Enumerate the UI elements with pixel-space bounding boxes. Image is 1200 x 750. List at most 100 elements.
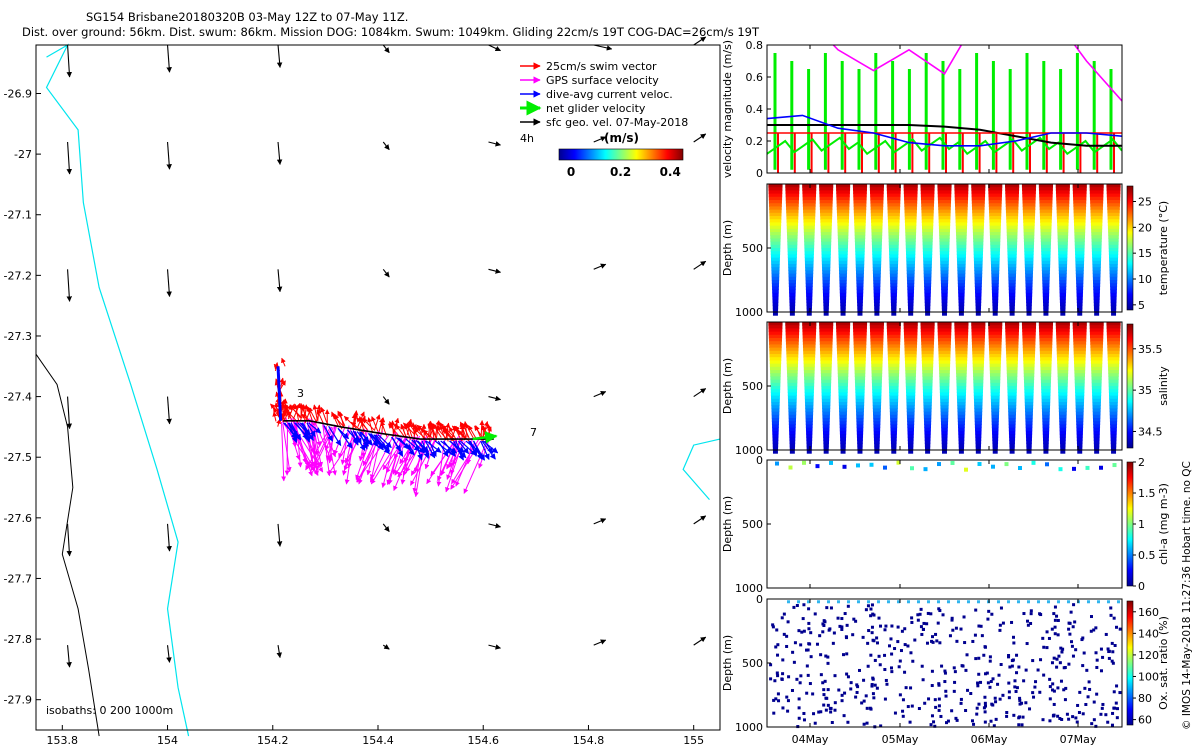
profile-cell: [788, 276, 797, 281]
map-y-tick-label: -27.7: [4, 572, 32, 585]
oxygen-point: [822, 693, 826, 697]
profile-cell: [904, 341, 918, 345]
surface-velocity-arrow: [276, 141, 283, 165]
chla-point: [1085, 465, 1090, 470]
profile-cell: [992, 430, 999, 435]
profile-cell: [908, 450, 914, 454]
profile-cell: [837, 360, 849, 365]
profile-cell: [887, 341, 901, 345]
profile-cell: [1042, 286, 1050, 291]
oxygen-surface-point: [1097, 600, 1100, 604]
coastline: [45, 43, 190, 737]
profile-cell: [771, 402, 780, 406]
profile-cell: [971, 184, 986, 188]
profile-cell: [819, 328, 834, 333]
profile-cell: [1008, 286, 1016, 291]
profile-cell: [1110, 296, 1117, 300]
profile-cell: [989, 235, 1001, 239]
profile-cell: [786, 232, 798, 236]
oxygen-point: [1083, 686, 1087, 690]
oxygen-point: [1085, 668, 1089, 672]
profile-cell: [1041, 254, 1051, 259]
profile-cell: [889, 260, 899, 265]
oxygen-point: [774, 645, 778, 649]
profile-cell: [1009, 440, 1015, 445]
profile-cell: [954, 196, 969, 201]
oxygen-point: [799, 643, 803, 647]
dac-vector: [346, 429, 359, 443]
profile-cell: [1041, 386, 1051, 390]
profile-cell: [1043, 440, 1049, 445]
profile-cell: [937, 193, 952, 198]
profile-cell: [954, 200, 968, 204]
profile-cell: [819, 341, 833, 345]
oxygen-point: [1012, 713, 1016, 717]
profile-cell: [1107, 341, 1120, 345]
profile-cell: [990, 389, 1000, 393]
profile-cell: [922, 389, 933, 393]
colorbar-tick-label: 35: [1138, 384, 1152, 397]
oxygen-point: [919, 607, 923, 611]
profile-cell: [820, 360, 832, 365]
profile-cell: [840, 450, 846, 454]
profile-cell: [1042, 283, 1050, 287]
dac-vector: [323, 425, 334, 442]
profile-cell: [1007, 254, 1017, 259]
oxygen-point: [808, 682, 812, 686]
oxygen-point: [896, 640, 900, 644]
profile-cell: [954, 334, 969, 339]
profile-cell: [990, 392, 1000, 397]
profile-cell: [1090, 344, 1103, 349]
oxygen-point: [890, 670, 894, 674]
profile-cell: [871, 360, 883, 365]
profile-cell: [770, 238, 781, 243]
profile-cell: [871, 241, 882, 246]
profile-cell: [889, 257, 899, 262]
profile-cell: [838, 244, 848, 249]
profile-cell: [873, 430, 881, 435]
profile-cell: [1024, 395, 1034, 400]
surface-velocity-arrow: [276, 269, 283, 293]
map-x-tick-label: 154.6: [467, 734, 499, 747]
profile-cell: [938, 350, 951, 355]
oxygen-point: [1012, 641, 1016, 645]
oxygen-point: [1051, 688, 1055, 692]
colorbar-label: salinity: [1157, 366, 1170, 406]
profile-cell: [955, 216, 968, 220]
profile-cell: [855, 264, 865, 268]
profile-cell: [856, 276, 864, 281]
profile-cell: [870, 209, 884, 214]
oxygen-point: [1071, 654, 1075, 658]
profile-cell: [787, 392, 797, 397]
oxygen-point: [845, 652, 849, 656]
profile-cell: [804, 389, 814, 393]
profile-cell: [819, 325, 834, 329]
profile-cell: [871, 225, 883, 230]
profile-cell: [804, 248, 815, 252]
profile-cell: [789, 296, 796, 300]
profile-cell: [990, 260, 1000, 265]
profile-cell: [1110, 440, 1117, 445]
profile-cell: [1107, 225, 1120, 230]
profile-cell: [772, 446, 779, 451]
profile-cell: [937, 190, 952, 195]
profile-cell: [785, 196, 799, 201]
profile-cell: [1057, 225, 1069, 230]
profile-cell: [1006, 232, 1018, 236]
profile-cell: [907, 283, 915, 287]
oxygen-point: [1100, 706, 1104, 710]
profile-cell: [770, 244, 781, 249]
profile-cell: [955, 228, 967, 233]
profile-cell: [854, 228, 866, 233]
oxygen-point: [1048, 677, 1052, 681]
profile-cell: [1076, 296, 1083, 300]
profile-cell: [903, 325, 918, 329]
profile-cell: [805, 273, 814, 278]
profile-cell: [1091, 232, 1103, 236]
profile-cell: [975, 305, 982, 310]
oxygen-point: [987, 609, 991, 613]
oxygen-point: [999, 606, 1003, 610]
oxygen-point: [954, 716, 958, 720]
profile-cell: [1074, 248, 1085, 252]
profile-cell: [1106, 196, 1121, 201]
